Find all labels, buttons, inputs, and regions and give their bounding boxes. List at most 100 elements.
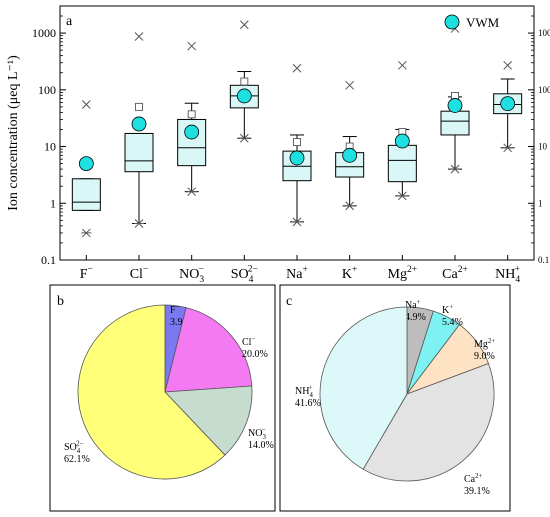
y-tick-label: 1000 [32,26,56,40]
min-marker [292,217,302,227]
x-tick-label: Mg2+ [388,265,418,282]
mean-marker [187,110,196,119]
slice-label: Cl− [242,336,255,348]
box-2 [177,41,207,197]
x-tick-label-ion: NH [495,267,515,282]
max-marker [345,80,355,90]
x-tick-label-ion: NO [179,267,199,282]
x-tick-label-charge: + [352,265,357,275]
panel-b-frame [49,284,276,512]
slice-label: Na+ [405,299,421,311]
box-plots [71,20,523,238]
x-tick-label-subscript: 3 [199,275,204,285]
x-tick-label-charge: − [199,265,204,275]
x-tick-label-subscript: 4 [249,275,254,285]
max-marker [239,20,249,30]
min-marker [502,143,513,153]
mean-marker [135,102,143,111]
slice-label-charge: 2+ [488,338,495,345]
slice-label-subscript: 4 [77,448,81,455]
box-iqr [387,144,417,183]
y-tick-label-right: 1000 [538,28,550,38]
slice-label-ion: F [170,305,176,316]
slice-percent: 20.0% [242,349,268,360]
y-axis-left: 0.1 1 10 100 1000 [32,5,66,267]
x-tick-label: Ca2+ [442,265,468,282]
legend-vwm-label: VWM [466,15,500,30]
vwm-marker [394,133,410,149]
slice-percent: 14.0% [248,440,274,451]
x-tick-label-charge: − [88,265,93,275]
slice-label-charge: + [309,385,313,392]
x-tick-label: NH4+ [495,265,520,286]
pie-slice [77,304,226,480]
max-marker [503,60,513,70]
slice-label: F− [170,304,180,316]
min-marker [397,191,408,201]
box-1 [124,32,154,228]
panel-c: c Na+4.9%K+5.4%Mg2+9.0%Ca2+39.1%NH4+41.6… [279,284,511,512]
x-tick-label-ion: Na [286,267,303,282]
max-marker [292,63,302,73]
slice-label-charge: − [176,304,180,311]
pie-chart-cations: Na+4.9%K+5.4%Mg2+9.0%Ca2+39.1%NH4+41.6% [295,299,495,497]
x-tick-label-charge: − [143,265,148,275]
y-tick-label: 100 [38,83,56,97]
max-marker [187,41,197,51]
slice-label-ion: NH [295,386,309,397]
pie-chart-anions: F−3.9%Cl−20.0%NO3−14.0%SO42−62.1% [64,304,274,480]
legend-vwm-marker [444,14,460,30]
slice-label-charge: + [449,304,453,311]
vwm-marker [131,116,147,132]
slice-percent: 41.6% [295,398,321,409]
y-tick-label-right: 10 [538,142,548,152]
vwm-marker [78,156,94,172]
min-marker [186,187,197,197]
box-iqr [440,110,470,136]
x-tick-label-ion: F [80,267,88,282]
x-tick-label-ion: K [342,267,352,282]
vwm-marker [447,98,463,113]
min-marker [81,228,92,238]
x-tick-label-ion: SO [231,267,249,282]
vwm-marker [184,124,200,140]
vwm-marker [342,147,358,163]
x-tick-label: NO3− [179,265,204,286]
box-7 [440,24,470,174]
pie-slice [319,306,408,470]
slice-label-charge: + [417,299,421,306]
slice-percent: 62.1% [64,454,90,465]
slice-label: NH4+ [295,385,313,400]
panel-b: b F−3.9%Cl−20.0%NO3−14.0%SO42−62.1% [49,284,276,512]
slice-percent: 39.1% [464,486,490,497]
x-tick-label: Na+ [286,265,308,282]
slice-label: NO3− [248,427,266,442]
slice-label-ion: Na [405,300,417,311]
x-tick-label-ion: Mg [388,267,407,282]
box-6 [387,60,417,201]
slice-percent: 3.9% [170,317,191,328]
y-axis-right: 0.1 1 10 100 1000 [528,5,550,265]
slice-label-charge: 2− [76,441,83,448]
slice-label-subscript: 3 [262,434,266,441]
slice-percent: 9.0% [474,351,495,362]
min-marker [344,201,355,211]
x-tick-label: F− [80,265,93,282]
y-tick-label-right: 0.1 [538,255,549,265]
panel-label-a: a [66,14,73,29]
mean-marker [293,138,301,146]
min-marker [239,133,250,143]
slice-label-ion: Cl [242,337,252,348]
x-tick-label: K+ [342,265,358,282]
slice-label: Mg2+ [474,338,495,350]
x-tick-label-ion: Cl [130,267,143,282]
slice-label-ion: SO [64,442,77,453]
y-tick-label: 1 [50,196,56,210]
y-tick-label-right: 100 [538,85,550,95]
slice-label-ion: NO [248,428,262,439]
y-tick-label-right: 1 [538,198,543,208]
slice-label-ion: Mg [474,339,488,350]
panel-c-frame [279,284,511,512]
box-0 [71,100,101,238]
y-tick-label: 0.1 [41,253,56,267]
